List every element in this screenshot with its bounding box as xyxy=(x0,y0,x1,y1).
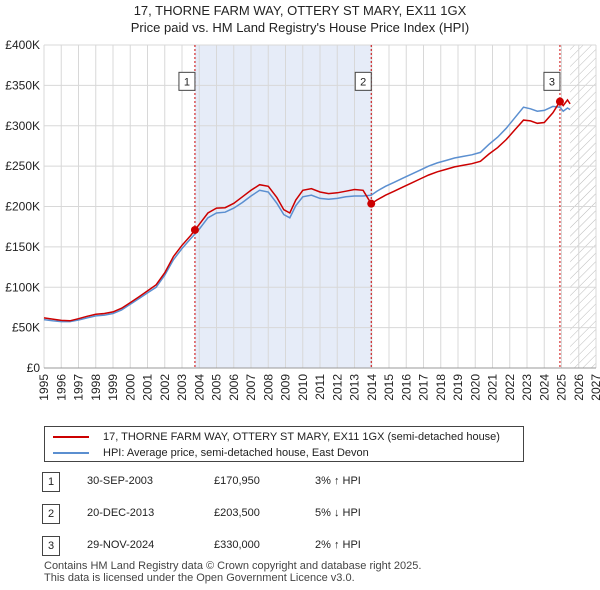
property-series-line xyxy=(43,98,571,322)
sale-point xyxy=(555,97,564,106)
chart-title-line2: Price paid vs. HM Land Registry's House … xyxy=(130,20,470,35)
sale-date: 20-DEC-2013 xyxy=(87,507,155,519)
legend: 17, THORNE FARM WAY, OTTERY ST MARY, EX1… xyxy=(44,426,524,462)
x-tick-label: 2008 xyxy=(261,374,275,401)
sale-hpi-change: 3% ↑ HPI xyxy=(315,475,361,487)
x-tick-label: 2013 xyxy=(348,374,362,401)
footer: Contains HM Land Registry data © Crown c… xyxy=(44,560,421,584)
x-tick-label: 2016 xyxy=(399,374,413,401)
chart-title: 17, THORNE FARM WAY, OTTERY ST MARY, EX1… xyxy=(0,2,600,36)
legend-swatch-hpi xyxy=(53,452,89,454)
legend-item-property: 17, THORNE FARM WAY, OTTERY ST MARY, EX1… xyxy=(53,429,500,445)
sale-hpi-change: 2% ↑ HPI xyxy=(315,539,361,551)
x-tick-label: 1995 xyxy=(37,374,51,401)
x-tick-label: 2011 xyxy=(313,374,327,400)
sale-number-box xyxy=(178,71,196,91)
x-tick-label: 2014 xyxy=(365,374,379,401)
chart-title-line1: 17, THORNE FARM WAY, OTTERY ST MARY, EX1… xyxy=(133,3,467,18)
x-tick-label: 2001 xyxy=(141,374,155,401)
sale-number-label: 1 xyxy=(184,76,190,88)
x-tick-label: 2007 xyxy=(244,374,258,401)
sale-number-box xyxy=(543,71,561,91)
sale-date: 29-NOV-2024 xyxy=(87,539,155,551)
x-tick-label: 2018 xyxy=(434,374,448,401)
sale-number-label: 2 xyxy=(360,76,366,88)
y-tick-label: £400K xyxy=(5,38,40,52)
sale-number-badge: 1 xyxy=(42,472,60,492)
sale-row: 2 20-DEC-2013 £203,500 5% ↓ HPI xyxy=(42,504,442,524)
x-tick-label: 2002 xyxy=(158,374,172,401)
legend-swatch-property xyxy=(53,436,89,438)
sale-number-badge: 3 xyxy=(42,536,60,556)
x-tick-label: 2003 xyxy=(175,374,189,401)
sale-date: 30-SEP-2003 xyxy=(87,475,154,487)
x-tick-label: 2020 xyxy=(468,374,482,401)
x-tick-label: 2017 xyxy=(417,374,431,401)
sale-price: £330,000 xyxy=(214,539,260,551)
x-tick-label: 2022 xyxy=(503,374,517,401)
y-tick-label: £50K xyxy=(12,321,40,335)
sale-number-box xyxy=(354,71,372,91)
x-tick-label: 2004 xyxy=(192,374,206,401)
x-tick-label: 2027 xyxy=(589,374,600,401)
x-tick-label: 2019 xyxy=(451,374,465,401)
x-tick-label: 2026 xyxy=(572,374,586,401)
sale-number-label: 3 xyxy=(549,76,555,88)
sale-row: 1 30-SEP-2003 £170,950 3% ↑ HPI xyxy=(42,472,442,492)
footer-licence: This data is licensed under the Open Gov… xyxy=(44,572,355,584)
hpi-series-line xyxy=(43,105,571,323)
x-tick-label: 2012 xyxy=(330,374,344,401)
x-tick-label: 1996 xyxy=(54,374,68,401)
y-tick-label: £150K xyxy=(5,240,40,254)
sale-price: £203,500 xyxy=(214,507,260,519)
y-tick-label: £250K xyxy=(5,159,40,173)
price-chart: 1 2 3 £0 £50K £100K £150K £200K £250K £300K £350K £… xyxy=(5,38,600,401)
legend-label-hpi: HPI: Average price, semi-detached house,… xyxy=(103,447,369,459)
y-tick-label: £100K xyxy=(5,280,40,294)
sale-number-badge: 2 xyxy=(42,504,60,524)
x-tick-label: 2021 xyxy=(486,374,500,401)
legend-label-property: 17, THORNE FARM WAY, OTTERY ST MARY, EX1… xyxy=(103,431,500,443)
x-tick-label: 1997 xyxy=(72,374,86,401)
x-tick-label: 1998 xyxy=(89,374,103,401)
footer-copyright: Contains HM Land Registry data © Crown c… xyxy=(44,560,422,572)
legend-item-hpi: HPI: Average price, semi-detached house,… xyxy=(53,445,369,461)
y-tick-label: £350K xyxy=(5,78,40,92)
x-tick-label: 2023 xyxy=(520,374,534,401)
sale-row: 3 29-NOV-2024 £330,000 2% ↑ HPI xyxy=(42,536,442,556)
x-tick-label: 2009 xyxy=(279,374,293,401)
x-tick-label: 2010 xyxy=(296,374,310,401)
x-tick-label: 2000 xyxy=(123,374,137,401)
x-tick-label: 2025 xyxy=(555,374,569,401)
x-tick-label: 1999 xyxy=(106,374,120,401)
x-tick-label: 2015 xyxy=(382,374,396,401)
sale-point xyxy=(190,225,199,234)
y-tick-label: £200K xyxy=(5,200,40,214)
sale-hpi-change: 5% ↓ HPI xyxy=(315,507,361,519)
sale-price: £170,950 xyxy=(214,475,260,487)
x-tick-label: 2005 xyxy=(210,374,224,401)
x-tick-label: 2006 xyxy=(227,374,241,401)
y-tick-label: £0 xyxy=(27,361,41,375)
sale-point xyxy=(367,199,376,208)
y-tick-label: £300K xyxy=(5,119,40,133)
x-tick-label: 2024 xyxy=(537,374,551,401)
